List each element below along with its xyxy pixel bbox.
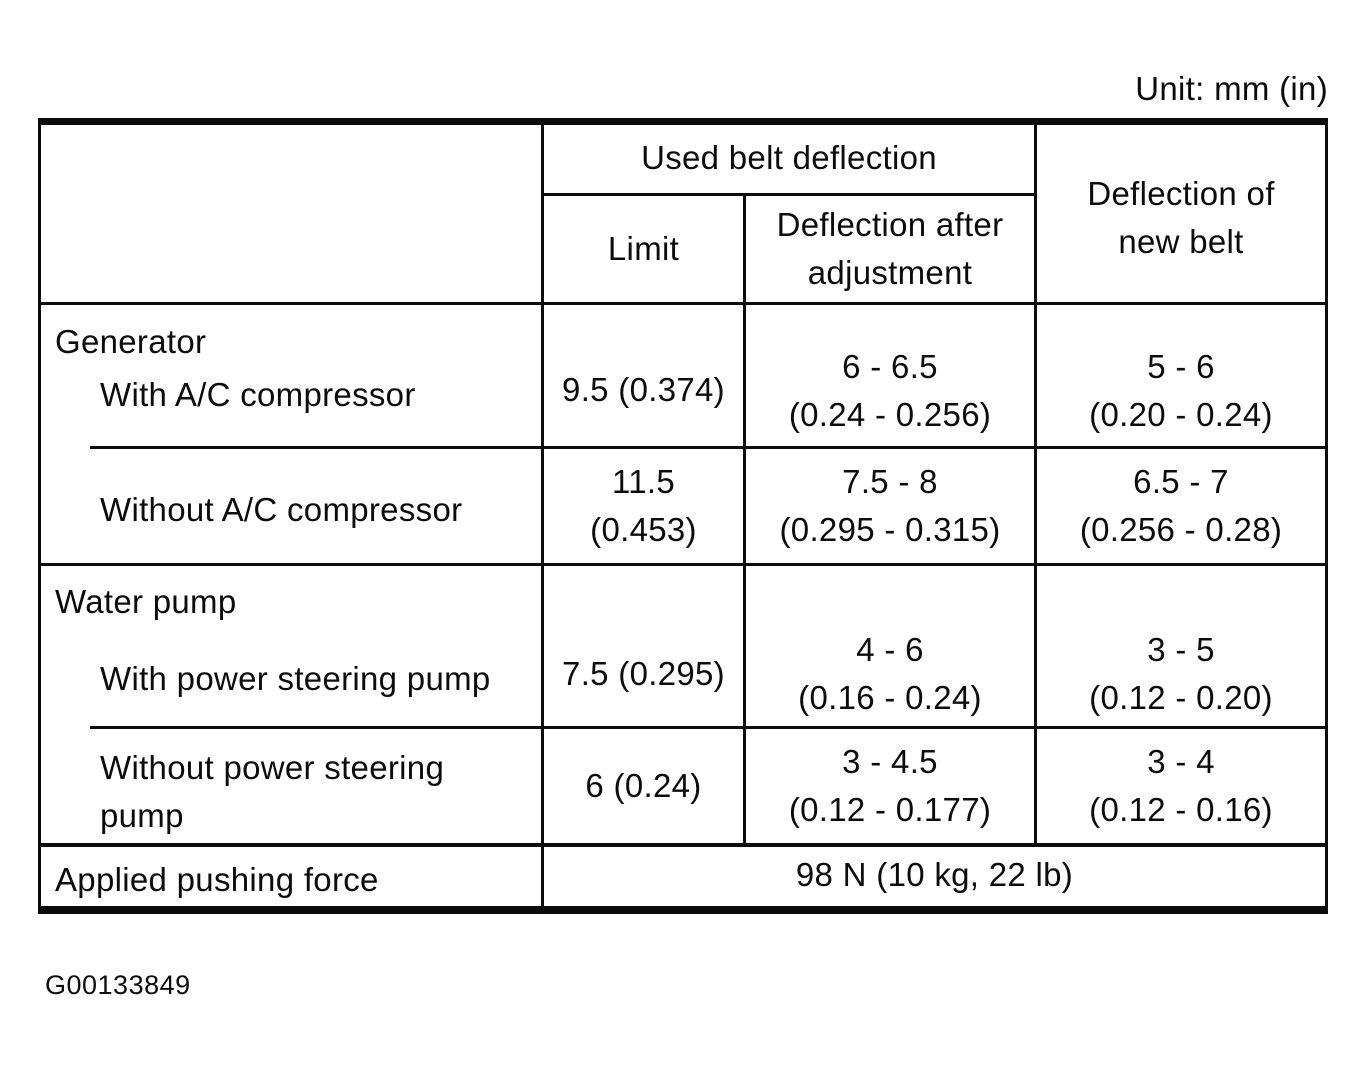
value-line: (0.12 - 0.16) bbox=[1089, 791, 1273, 828]
value-line: 3 - 5 bbox=[1147, 631, 1215, 669]
divider-generator-waterpump bbox=[38, 563, 1328, 566]
column-divider-1 bbox=[541, 125, 544, 906]
row-label-applied-pushing-force: Applied pushing force bbox=[55, 861, 379, 898]
value-limit-with-ac: 9.5 (0.374) bbox=[562, 370, 725, 408]
row-label-with-power-steering-pump: With power steering pump bbox=[100, 660, 491, 697]
value-line: (0.12 - 0.177) bbox=[788, 791, 992, 828]
value-line: 7.5 - 8 bbox=[842, 463, 938, 501]
label-line: pump bbox=[100, 796, 184, 834]
table-border-left bbox=[38, 118, 41, 914]
header-line: Deflection after bbox=[776, 206, 1004, 244]
unit-note: Unit: mm (in) bbox=[1135, 70, 1328, 108]
value-line: (0.24 - 0.256) bbox=[788, 395, 992, 433]
value-after-adjustment-with-ac: 6 - 6.5 (0.24 - 0.256) bbox=[746, 305, 1034, 446]
value-after-adjustment-without-ac: 7.5 - 8 (0.295 - 0.315) bbox=[746, 449, 1034, 563]
divider-below-header bbox=[38, 302, 1328, 305]
figure-id: G00133849 bbox=[45, 970, 191, 1000]
header-line: Deflection of bbox=[1087, 174, 1275, 212]
value-new-belt-without-ac: 6.5 - 7 (0.256 - 0.28) bbox=[1037, 449, 1325, 563]
value-line: 11.5 bbox=[612, 463, 675, 501]
value-line: (0.12 - 0.20) bbox=[1089, 679, 1273, 716]
value-line: 4 - 6 bbox=[856, 631, 924, 669]
divider-generator-rows bbox=[90, 446, 1328, 449]
value-after-adjustment-with-ps: 4 - 6 (0.16 - 0.24) bbox=[746, 566, 1034, 726]
label-line: Without power steering bbox=[100, 749, 445, 786]
value-line: 3 - 4 bbox=[1147, 743, 1215, 781]
value-line: (0.453) bbox=[590, 511, 697, 548]
row-label-without-power-steering-pump: Without power steering pump bbox=[100, 744, 444, 840]
header-line: new belt bbox=[1118, 222, 1244, 260]
value-limit-without-ps: 6 (0.24) bbox=[585, 767, 702, 805]
value-limit-without-ac: 11.5 (0.453) bbox=[544, 449, 743, 563]
table-border-bottom bbox=[38, 906, 1328, 914]
value-line: 6.5 - 7 bbox=[1133, 463, 1229, 501]
value-line: (0.20 - 0.24) bbox=[1089, 395, 1273, 433]
group-label-water-pump: Water pump bbox=[55, 583, 237, 620]
divider-waterpump-rows bbox=[90, 726, 1328, 729]
value-new-belt-with-ac: 5 - 6 (0.20 - 0.24) bbox=[1037, 305, 1325, 446]
header-line: adjustment bbox=[807, 254, 973, 291]
value-line: (0.295 - 0.315) bbox=[779, 511, 1001, 548]
table-border-top bbox=[38, 118, 1328, 125]
value-applied-pushing-force: 98 N (10 kg, 22 lb) bbox=[795, 856, 1074, 894]
value-line: 3 - 4.5 bbox=[842, 743, 938, 781]
header-limit: Limit bbox=[607, 230, 680, 268]
divider-header-sub bbox=[541, 193, 1034, 196]
header-deflection-after-adjustment: Deflection after adjustment bbox=[746, 196, 1034, 302]
row-label-without-ac-compressor: Without A/C compressor bbox=[100, 491, 463, 528]
value-line: 5 - 6 bbox=[1147, 347, 1215, 385]
value-new-belt-with-ps: 3 - 5 (0.12 - 0.20) bbox=[1037, 566, 1325, 726]
divider-above-footer-row bbox=[38, 843, 1328, 847]
value-after-adjustment-without-ps: 3 - 4.5 (0.12 - 0.177) bbox=[746, 729, 1034, 843]
value-line: 6 - 6.5 bbox=[842, 347, 938, 385]
value-line: (0.256 - 0.28) bbox=[1079, 511, 1283, 548]
group-label-generator: Generator bbox=[55, 323, 207, 360]
row-label-with-ac-compressor: With A/C compressor bbox=[100, 376, 416, 413]
value-limit-with-ps: 7.5 (0.295) bbox=[562, 655, 725, 693]
table-border-right bbox=[1325, 118, 1328, 914]
header-used-belt-deflection: Used belt deflection bbox=[641, 138, 937, 176]
column-divider-3 bbox=[1034, 125, 1037, 843]
value-new-belt-without-ps: 3 - 4 (0.12 - 0.16) bbox=[1037, 729, 1325, 843]
header-deflection-of-new-belt: Deflection of new belt bbox=[1037, 122, 1325, 303]
value-line: (0.16 - 0.24) bbox=[798, 679, 982, 716]
column-divider-2 bbox=[743, 196, 746, 843]
